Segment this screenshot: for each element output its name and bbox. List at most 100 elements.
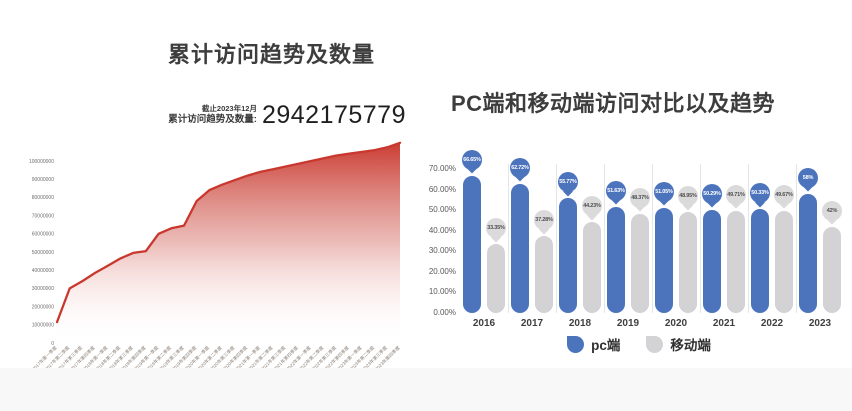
y-axis-label: 0.00%: [433, 308, 456, 317]
pc-value-balloon-2023: 58%: [798, 167, 818, 192]
group-separator-line: [555, 164, 557, 313]
mobile-value-balloon-2017: 37.28%: [534, 210, 554, 235]
bar-value-label: 49.67%: [775, 191, 793, 198]
balloon-tail: [827, 214, 837, 225]
y-tick-label: 20000000: [32, 304, 54, 310]
area-chart-svg: 0 10000000 20000000 30000000 40000000 5000000…: [29, 141, 402, 372]
mobile-value-balloon-2018: 44.23%: [582, 196, 602, 220]
pc-bar-2017: [511, 183, 529, 313]
bar-value-label: 58%: [802, 174, 814, 181]
y-axis-label: 70.00%: [428, 164, 456, 173]
mobile-value-balloon-2020: 48.95%: [678, 186, 698, 211]
left-chart-title: 累计访问趋势及数量: [168, 42, 376, 67]
x-axis-year-2016: 2016: [472, 318, 496, 329]
balloon-tail: [683, 200, 693, 211]
x-axis-year-2018: 2018: [568, 318, 592, 329]
y-axis-label: 50.00%: [428, 205, 456, 215]
bar-value-label: 37.28%: [535, 217, 553, 224]
mobile-bar-2020: [679, 212, 697, 313]
group-separator-line: [507, 164, 509, 313]
pc-value-balloon-2017: 62.72%: [510, 157, 530, 182]
right-chart-title: PC端和移动端访问对比以及趋势: [451, 91, 776, 116]
mobile-bar-2019: [631, 213, 649, 313]
balloon-tail: [563, 186, 573, 197]
pc-value-balloon-2021: 50.29%: [702, 183, 722, 208]
legend-item-pc: pc端: [567, 334, 620, 354]
mobile-value-balloon-2023: 42%: [822, 200, 842, 225]
y-axis-label: 60.00%: [428, 184, 456, 194]
balloon-tail: [803, 181, 813, 192]
bar-value-label: 48.95%: [679, 193, 697, 200]
y-tick-label: 90000000: [32, 177, 54, 183]
bar-value-label: 50.29%: [703, 190, 721, 197]
y-tick-label: 0: [51, 341, 54, 347]
pc-value-balloon-2016: 66.65%: [462, 149, 482, 174]
balloon-tail: [539, 224, 549, 235]
legend-item-mobile: 移动端: [646, 334, 711, 354]
y-tick-label: 70000000: [32, 213, 54, 219]
y-tick-label: 50000000: [32, 250, 54, 256]
x-axis-year-2017: 2017: [520, 318, 544, 329]
balloon-tail: [755, 197, 765, 208]
bar-value-label: 51.05%: [655, 188, 673, 195]
bar-value-label: 50.33%: [751, 190, 769, 197]
balloon-tail: [731, 198, 741, 209]
y-tick-label: 60000000: [32, 232, 54, 238]
y-tick-label: 40000000: [32, 268, 54, 274]
mobile-value-balloon-2019: 48.37%: [630, 187, 650, 212]
bar-value-label: 49.71%: [727, 191, 745, 198]
pc-legend-marker-icon: [567, 335, 585, 353]
bar-value-label: 42%: [826, 207, 838, 214]
area-fill: [57, 142, 400, 343]
y-axis-label: 40.00%: [428, 225, 456, 235]
bar-value-label: 33.35%: [487, 225, 505, 232]
pc-bar-2023: [799, 193, 817, 313]
y-axis-label: 10.00%: [428, 287, 456, 297]
mobile-bar-2023: [823, 226, 841, 313]
x-axis-year-2023: 2023: [808, 318, 832, 329]
balloon-tail: [635, 201, 645, 212]
mobile-bar-2016: [487, 244, 505, 313]
bar-value-label: 44.23%: [583, 203, 601, 210]
balloon-tail: [515, 172, 525, 182]
trend-line: [55, 141, 402, 324]
group-separator-line: [603, 164, 605, 313]
cumulative-annotation: 截止2023年12月 累计访问趋势及数量: 2942175779: [168, 103, 406, 128]
pc-bar-2020: [655, 207, 673, 313]
mobile-bar-2018: [583, 222, 601, 313]
group-separator-line: [699, 164, 701, 313]
bar-value-label: 62.72%: [511, 164, 529, 171]
mobile-legend-marker-icon: [646, 335, 664, 353]
group-separator-line: [795, 164, 797, 313]
mobile-bar-2021: [727, 210, 745, 313]
pc-legend-label: pc端: [591, 338, 621, 353]
mobile-value-balloon-2016: 33.35%: [486, 218, 506, 243]
balloon-tail: [707, 197, 717, 208]
mobile-value-balloon-2021: 49.71%: [726, 184, 746, 209]
mobile-bar-2017: [535, 236, 553, 313]
x-axis-year-2022: 2022: [760, 318, 784, 329]
x-axis-year-2019: 2019: [616, 318, 640, 329]
group-separator-line: [651, 164, 653, 313]
balloon-tail: [467, 163, 477, 174]
footer-band: [0, 368, 852, 411]
pc-value-balloon-2020: 51.05%: [654, 181, 674, 206]
mobile-bar-2022: [775, 210, 793, 313]
y-axis-label: 30.00%: [428, 246, 456, 256]
mobile-legend-label: 移动端: [670, 338, 711, 353]
group-separator-line: [747, 164, 749, 313]
annotation-label: 累计访问趋势及数量:: [168, 113, 257, 125]
pc-bar-2021: [703, 209, 721, 313]
pc-bar-2018: [559, 198, 577, 313]
y-tick-label: 80000000: [32, 195, 54, 201]
pc-bar-2022: [751, 209, 769, 313]
bar-value-label: 55.77%: [559, 179, 577, 186]
bar-value-label: 66.65%: [463, 156, 481, 163]
balloon-tail: [611, 194, 621, 205]
balloon-tail: [491, 232, 501, 243]
bar-value-label: 51.63%: [607, 187, 625, 194]
y-tick-label: 100000000: [29, 159, 54, 165]
mobile-value-balloon-2022: 49.67%: [774, 184, 794, 209]
x-axis-year-2021: 2021: [712, 318, 736, 329]
